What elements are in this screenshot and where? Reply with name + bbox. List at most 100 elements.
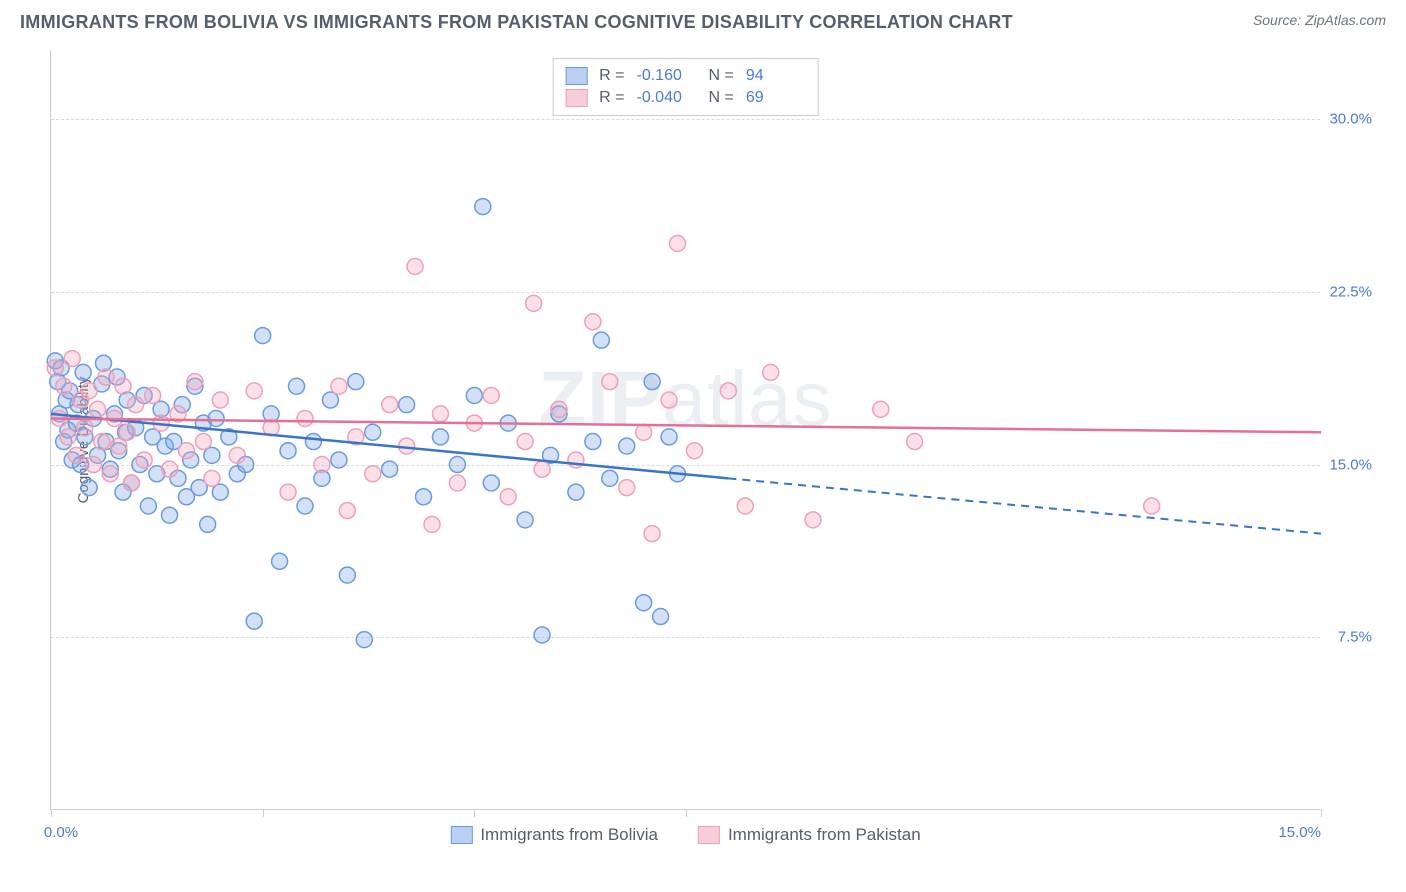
scatter-point [416, 489, 432, 505]
scatter-point [297, 410, 313, 426]
scatter-point [212, 392, 228, 408]
scatter-point [187, 374, 203, 390]
scatter-point [483, 387, 499, 403]
r-value: -0.040 [637, 89, 697, 107]
scatter-point [636, 424, 652, 440]
scatter-point [85, 457, 101, 473]
scatter-point [195, 434, 211, 450]
scatter-point [686, 443, 702, 459]
scatter-point [466, 387, 482, 403]
scatter-point [162, 461, 178, 477]
scatter-point [619, 480, 635, 496]
y-tick-label: 30.0% [1329, 111, 1372, 128]
scatter-point [305, 434, 321, 450]
scatter-point [77, 420, 93, 436]
scatter-point [500, 489, 516, 505]
scatter-point [94, 434, 110, 450]
scatter-point [644, 374, 660, 390]
x-tick [263, 809, 264, 817]
scatter-point [585, 434, 601, 450]
legend-swatch [565, 89, 587, 107]
series-legend: Immigrants from BoliviaImmigrants from P… [450, 825, 920, 845]
scatter-point [644, 526, 660, 542]
scatter-point [399, 397, 415, 413]
scatter-point [873, 401, 889, 417]
scatter-point [272, 553, 288, 569]
x-tick-label: 0.0% [44, 824, 78, 841]
scatter-point [483, 475, 499, 491]
scatter-point [314, 457, 330, 473]
scatter-point [432, 429, 448, 445]
correlation-chart: Cognitive Disability ZIPatlas 7.5%15.0%2… [50, 50, 1370, 830]
scatter-point [81, 480, 97, 496]
scatter-svg [51, 50, 1321, 810]
scatter-point [60, 429, 76, 445]
scatter-point [339, 567, 355, 583]
scatter-point [64, 351, 80, 367]
n-label: N = [709, 89, 734, 107]
chart-title: IMMIGRANTS FROM BOLIVIA VS IMMIGRANTS FR… [20, 12, 1013, 33]
scatter-point [348, 374, 364, 390]
chart-header: IMMIGRANTS FROM BOLIVIA VS IMMIGRANTS FR… [0, 0, 1406, 41]
x-tick [1321, 809, 1322, 817]
scatter-point [534, 627, 550, 643]
scatter-point [280, 443, 296, 459]
source-attribution: Source: ZipAtlas.com [1253, 12, 1386, 28]
scatter-point [585, 314, 601, 330]
scatter-point [162, 507, 178, 523]
scatter-point [568, 484, 584, 500]
scatter-point [145, 387, 161, 403]
scatter-point [289, 378, 305, 394]
x-tick-label: 15.0% [1278, 824, 1321, 841]
scatter-point [517, 512, 533, 528]
scatter-point [123, 475, 139, 491]
series-name: Immigrants from Pakistan [728, 825, 921, 845]
scatter-point [424, 516, 440, 532]
scatter-point [339, 503, 355, 519]
scatter-point [661, 392, 677, 408]
scatter-point [475, 199, 491, 215]
scatter-point [805, 512, 821, 528]
scatter-point [115, 378, 131, 394]
scatter-point [365, 466, 381, 482]
scatter-point [636, 595, 652, 611]
stats-legend-row: R =-0.160N =94 [565, 65, 806, 87]
legend-swatch [698, 826, 720, 844]
scatter-point [737, 498, 753, 514]
source-name: ZipAtlas.com [1305, 12, 1386, 28]
scatter-point [661, 429, 677, 445]
stats-legend: R =-0.160N =94R =-0.040N =69 [552, 58, 819, 116]
scatter-point [517, 434, 533, 450]
y-tick-label: 15.0% [1329, 456, 1372, 473]
scatter-point [534, 461, 550, 477]
y-tick-label: 22.5% [1329, 283, 1372, 300]
scatter-point [81, 383, 97, 399]
scatter-point [407, 258, 423, 274]
scatter-point [551, 401, 567, 417]
x-tick [686, 809, 687, 817]
scatter-point [47, 360, 63, 376]
scatter-point [200, 516, 216, 532]
scatter-point [1144, 498, 1160, 514]
scatter-point [432, 406, 448, 422]
scatter-point [382, 461, 398, 477]
scatter-point [763, 364, 779, 380]
scatter-point [449, 475, 465, 491]
scatter-point [255, 328, 271, 344]
x-tick [474, 809, 475, 817]
scatter-point [208, 410, 224, 426]
scatter-point [128, 397, 144, 413]
scatter-point [382, 397, 398, 413]
scatter-point [297, 498, 313, 514]
scatter-point [365, 424, 381, 440]
scatter-point [331, 452, 347, 468]
scatter-point [90, 401, 106, 417]
r-value: -0.160 [637, 67, 697, 85]
scatter-point [102, 466, 118, 482]
n-value: 94 [746, 67, 806, 85]
scatter-point [602, 374, 618, 390]
scatter-point [593, 332, 609, 348]
scatter-point [619, 438, 635, 454]
scatter-point [280, 484, 296, 500]
y-tick-label: 7.5% [1338, 629, 1372, 646]
